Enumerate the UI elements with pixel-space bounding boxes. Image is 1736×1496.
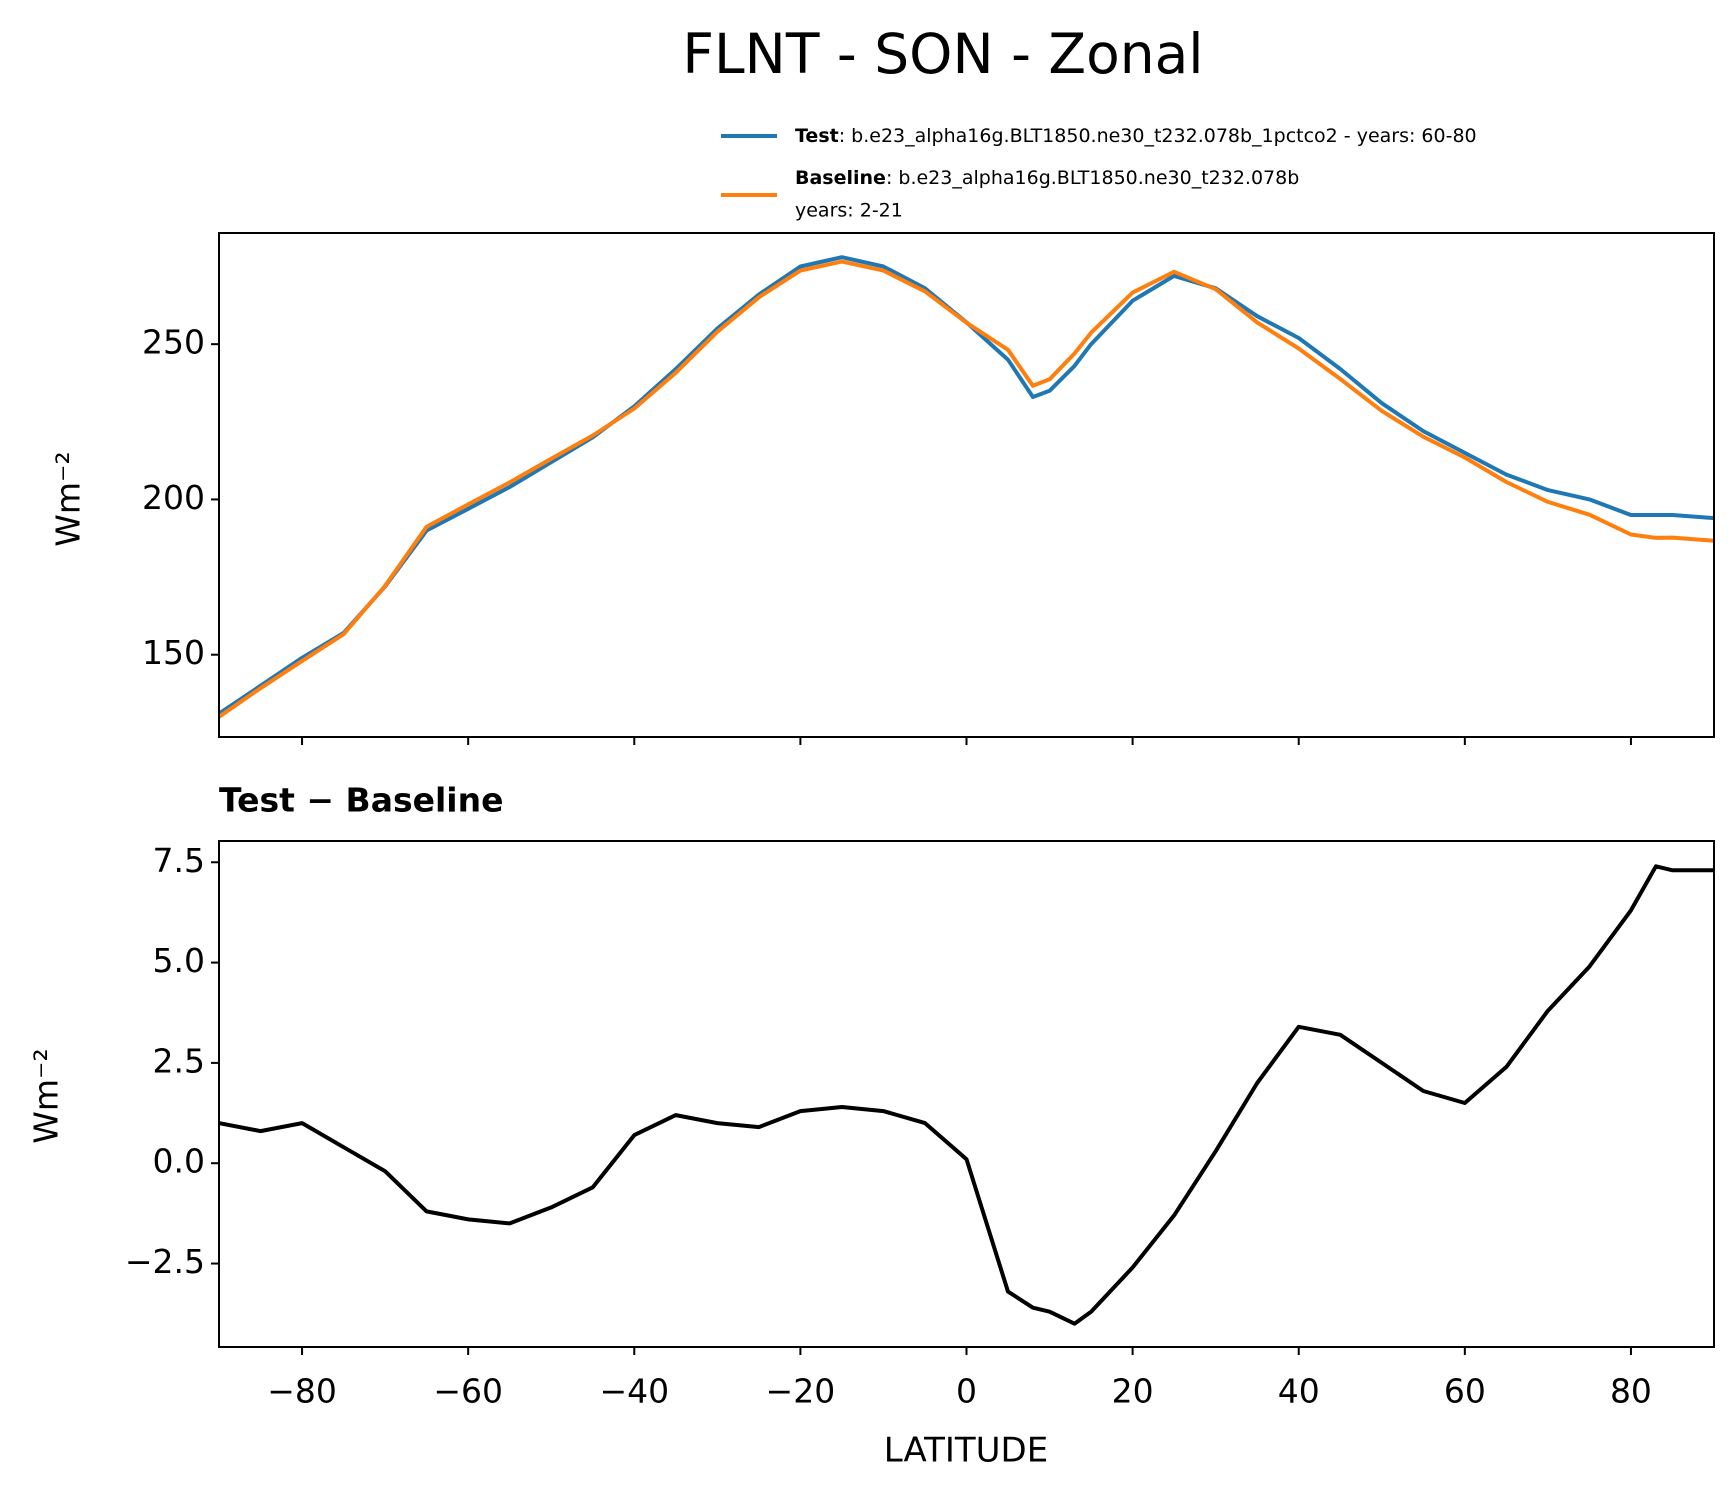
x-tick-label: 80 xyxy=(1610,1372,1652,1411)
y-tick-label: 0.0 xyxy=(153,1142,205,1181)
y-tick-label: 2.5 xyxy=(153,1041,205,1080)
y-tick-label: −2.5 xyxy=(125,1242,205,1281)
y-tick-label: 5.0 xyxy=(153,941,205,980)
legend-label: : b.e23_alpha16g.BLT1850.ne30_t232.078b_… xyxy=(839,125,1477,147)
x-tick-label: −40 xyxy=(599,1372,669,1411)
plot-frame xyxy=(218,232,1715,738)
y-tick-label: 250 xyxy=(142,323,205,362)
legend-entry: Baseline: b.e23_alpha16g.BLT1850.ne30_t2… xyxy=(795,167,1299,189)
x-tick-label: 20 xyxy=(1112,1372,1154,1411)
data-line xyxy=(219,259,1714,719)
x-tick-label: −20 xyxy=(766,1372,836,1411)
x-tick-label: −60 xyxy=(433,1372,503,1411)
legend-name: Test xyxy=(795,125,839,147)
legend-name: Baseline xyxy=(795,167,886,189)
x-tick-label: 60 xyxy=(1444,1372,1486,1411)
legend-label: years: 2-21 xyxy=(795,200,903,222)
y-axis-label: Wm⁻² xyxy=(49,451,88,546)
x-tick-label: 0 xyxy=(956,1372,977,1411)
data-line xyxy=(219,864,1714,1326)
data-line xyxy=(219,255,1714,716)
x-tick-label: −80 xyxy=(267,1372,337,1411)
y-tick-label: 200 xyxy=(142,478,205,517)
plot-frame xyxy=(218,840,1715,1348)
y-tick-label: 7.5 xyxy=(153,841,205,880)
x-tick-label: 40 xyxy=(1278,1372,1320,1411)
y-axis-label: Wm⁻² xyxy=(27,1048,66,1143)
subtitle: Test − Baseline xyxy=(219,781,504,820)
x-axis-label: LATITUDE xyxy=(884,1431,1048,1471)
chart-title: FLNT - SON - Zonal xyxy=(682,22,1203,86)
legend-label: : b.e23_alpha16g.BLT1850.ne30_t232.078b xyxy=(886,167,1299,189)
y-tick-label: 150 xyxy=(142,633,205,672)
legend-entry: Test: b.e23_alpha16g.BLT1850.ne30_t232.0… xyxy=(795,125,1477,147)
